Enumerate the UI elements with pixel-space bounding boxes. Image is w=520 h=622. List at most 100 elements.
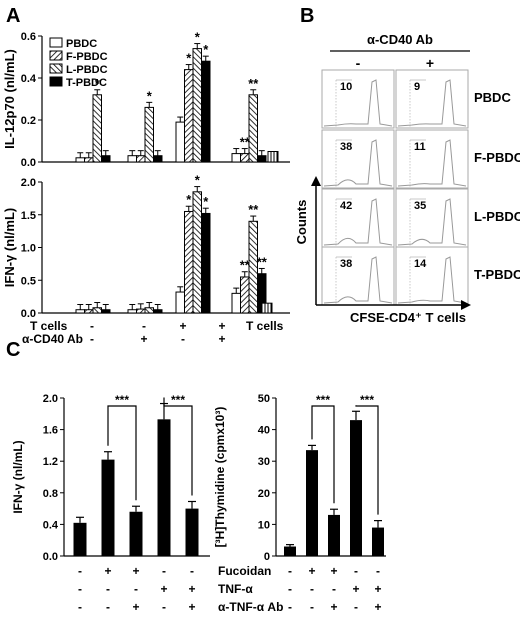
- condition-label: Fucoidan: [218, 564, 271, 578]
- histogram-panel: [321, 188, 395, 248]
- histogram-trace: [323, 256, 393, 304]
- y-axis-label: IFN-γ (nl/mL): [2, 208, 17, 287]
- y-tick-label: 0: [264, 551, 270, 563]
- histogram-trace: [323, 79, 393, 127]
- condition-mark: +: [330, 564, 337, 578]
- significance-label: *: [186, 192, 192, 207]
- significance-label: *: [203, 42, 209, 57]
- histogram-panel: [395, 246, 469, 306]
- division-percent: 42: [340, 200, 352, 212]
- chart-c-thymidine: 0 10 20 30 40 50 [³H]Thymidine (cpmx10³) *** ***: [213, 393, 386, 563]
- condition-mark: -: [142, 319, 146, 333]
- significance-label: **: [248, 202, 259, 217]
- bar: [101, 155, 111, 163]
- y-tick-label: 0.4: [21, 73, 37, 85]
- bar: [73, 522, 87, 556]
- significance-label: **: [257, 254, 268, 269]
- bar: [192, 191, 202, 314]
- significance-label: *: [147, 88, 153, 103]
- y-tick-label: 50: [258, 393, 270, 405]
- bar: [153, 155, 163, 163]
- histogram-panel: [321, 129, 395, 189]
- bar: [75, 309, 85, 314]
- condition-mark: +: [104, 564, 111, 578]
- significance-label: ***: [316, 393, 330, 407]
- condition-mark: -: [106, 600, 110, 614]
- y-tick-label: 0.4: [43, 519, 59, 531]
- conditions-c: - - + + + + - - - - Fucoidan - - - - - - + + + + TNF-α - - - - + + -…: [78, 564, 382, 614]
- condition-mark: +: [218, 332, 225, 346]
- condition-mark: -: [354, 600, 358, 614]
- bar: [129, 511, 143, 556]
- histogram-y-label: Counts: [294, 200, 309, 245]
- condition-mark: +: [218, 319, 225, 333]
- chart-b-histograms: α-CD40 Ab- +10 9 PBDC 38 11 F-PBDC 42 35 L-PBDC 38…: [294, 32, 520, 325]
- bar: [92, 94, 102, 163]
- y-tick-label: 0.0: [21, 157, 36, 169]
- condition-label: T cells: [30, 319, 68, 333]
- bar: [240, 276, 250, 314]
- y-tick-label: 20: [258, 488, 270, 500]
- bar: [144, 307, 154, 314]
- condition-mark: -: [354, 564, 358, 578]
- y-axis-label: IL-12p70 (nl/mL): [2, 49, 17, 149]
- condition-mark: -: [134, 582, 138, 596]
- y-tick-label: 0.2: [21, 115, 36, 127]
- significance-label: ***: [360, 393, 374, 407]
- significance-label: *: [195, 173, 201, 188]
- condition-mark: +: [179, 319, 186, 333]
- condition-mark: +: [188, 600, 195, 614]
- condition-mark: +: [374, 582, 381, 596]
- bar: [175, 291, 185, 314]
- legend-swatch: [49, 37, 63, 48]
- y-tick-label: 0.5: [21, 275, 36, 287]
- panel-label-b: B: [300, 5, 314, 27]
- condition-mark: -: [162, 600, 166, 614]
- condition-mark: -: [190, 564, 194, 578]
- bar: [248, 94, 258, 163]
- legend-label: L-PBDC: [66, 64, 108, 76]
- condition-mark: +: [374, 600, 381, 614]
- legend-swatch: [49, 50, 63, 61]
- bar: [201, 60, 211, 163]
- y-tick-label: 30: [258, 456, 270, 468]
- condition-mark: +: [352, 582, 359, 596]
- row-label: L-PBDC: [474, 209, 520, 224]
- histogram-header: α-CD40 Ab: [367, 32, 433, 47]
- y-tick-label: 1.5: [21, 210, 36, 222]
- bar: [350, 420, 362, 556]
- significance-bracket: [107, 405, 137, 501]
- condition-label: α-TNF-α Ab: [218, 600, 283, 614]
- panel-label-c: C: [6, 339, 20, 361]
- y-tick-label: 0.6: [21, 31, 36, 43]
- cfse-arrow-head: [461, 300, 471, 310]
- bar: [184, 210, 194, 314]
- bar: [240, 153, 250, 163]
- y-axis-label: IFN-γ (nl/mL): [11, 440, 25, 513]
- division-percent: 38: [340, 141, 352, 153]
- bar: [372, 527, 384, 556]
- y-tick-label: 0.0: [21, 308, 36, 320]
- y-tick-label: 2.0: [43, 393, 58, 405]
- division-percent: 14: [414, 258, 427, 270]
- legend-swatch: [49, 63, 63, 74]
- histogram-trace: [397, 79, 467, 127]
- histogram-trace: [323, 198, 393, 246]
- condition-mark: -: [106, 582, 110, 596]
- bar: [84, 309, 94, 314]
- bar: [157, 419, 171, 556]
- condition-mark: -: [90, 332, 94, 346]
- bar: [201, 212, 211, 314]
- condition-mark: -: [332, 582, 336, 596]
- bar: [101, 309, 111, 314]
- condition-mark: +: [330, 600, 337, 614]
- condition-mark: +: [308, 564, 315, 578]
- condition-mark: -: [288, 564, 292, 578]
- condition-extra: T cells: [246, 319, 284, 333]
- bar: [84, 157, 94, 163]
- chart-a-il12: 0.00.20.40.6IL-12p70 (nl/mL) *********PBD…: [2, 30, 290, 169]
- condition-mark: -: [78, 582, 82, 596]
- y-tick-label: 1.0: [21, 243, 36, 255]
- condition-mark: -: [162, 564, 166, 578]
